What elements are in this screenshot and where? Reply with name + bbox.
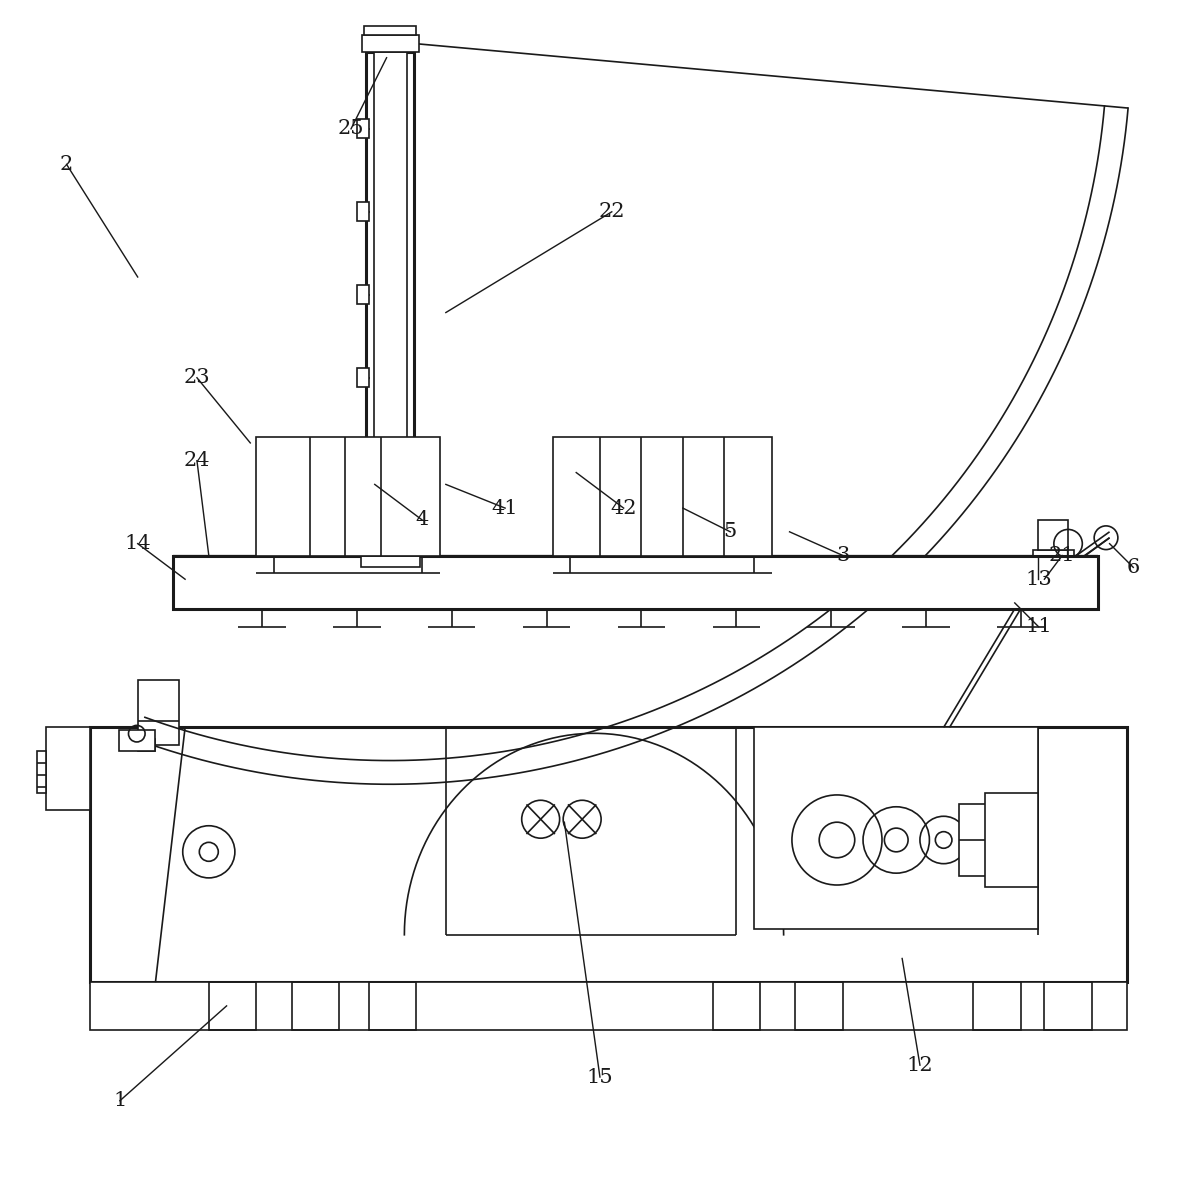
Text: 4: 4 xyxy=(416,511,429,529)
Text: 1: 1 xyxy=(113,1091,127,1110)
Bar xyxy=(90,727,1127,983)
Text: 2: 2 xyxy=(59,155,74,174)
Bar xyxy=(360,555,419,567)
Text: 24: 24 xyxy=(184,451,210,470)
Bar xyxy=(37,751,46,793)
Bar xyxy=(46,727,90,811)
Bar xyxy=(1038,519,1068,549)
Text: 13: 13 xyxy=(1025,570,1051,589)
Bar xyxy=(257,437,440,555)
Bar xyxy=(959,805,1024,875)
Bar xyxy=(368,983,416,1029)
Bar xyxy=(209,983,257,1029)
Bar xyxy=(356,451,368,470)
Text: 5: 5 xyxy=(723,522,737,541)
Bar xyxy=(292,983,340,1029)
Bar xyxy=(754,727,1038,929)
Text: 6: 6 xyxy=(1126,558,1140,577)
Text: 21: 21 xyxy=(1049,546,1075,565)
Text: 11: 11 xyxy=(1025,617,1051,636)
Bar xyxy=(552,437,772,555)
Text: 22: 22 xyxy=(599,202,625,221)
Bar xyxy=(364,26,416,35)
Bar xyxy=(366,51,413,555)
Text: 3: 3 xyxy=(836,546,849,565)
Text: 15: 15 xyxy=(587,1067,613,1087)
Bar xyxy=(1044,983,1092,1029)
Bar xyxy=(373,51,406,555)
Text: 41: 41 xyxy=(492,499,518,518)
Bar xyxy=(973,983,1020,1029)
Bar xyxy=(138,679,179,745)
Bar xyxy=(985,793,1038,887)
Bar xyxy=(796,983,843,1029)
Text: 12: 12 xyxy=(906,1055,934,1075)
Bar xyxy=(356,119,368,139)
Bar xyxy=(173,555,1098,609)
Bar xyxy=(138,739,156,751)
Bar xyxy=(119,730,154,751)
Text: 14: 14 xyxy=(125,534,151,553)
Bar xyxy=(90,983,1127,1029)
Bar xyxy=(1032,549,1074,609)
Bar xyxy=(361,35,418,51)
Bar xyxy=(356,202,368,221)
Bar xyxy=(356,285,368,304)
Text: 25: 25 xyxy=(337,119,365,139)
Text: 42: 42 xyxy=(611,499,637,518)
Bar xyxy=(713,983,760,1029)
Bar xyxy=(356,368,368,387)
Text: 23: 23 xyxy=(184,368,210,387)
